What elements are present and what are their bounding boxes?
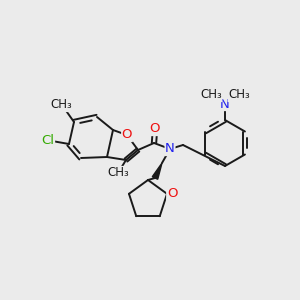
Polygon shape xyxy=(152,163,162,179)
Text: O: O xyxy=(150,122,160,136)
Text: CH₃: CH₃ xyxy=(50,98,72,112)
Text: O: O xyxy=(167,187,177,200)
Text: CH₃: CH₃ xyxy=(228,88,250,101)
Text: O: O xyxy=(122,128,132,142)
Text: N: N xyxy=(220,98,230,110)
Text: CH₃: CH₃ xyxy=(107,167,129,179)
Text: Cl: Cl xyxy=(41,134,55,148)
Text: N: N xyxy=(165,142,175,155)
Text: CH₃: CH₃ xyxy=(200,88,222,101)
